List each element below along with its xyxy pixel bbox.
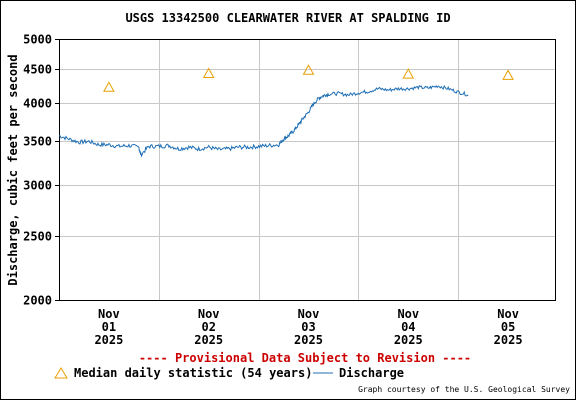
x-tick-label: Nov <box>397 307 419 321</box>
y-tick-label: 4000 <box>23 97 52 111</box>
median-point <box>103 81 115 92</box>
credit-text: Graph courtesy of the U.S. Geological Su… <box>358 385 570 394</box>
y-tick-label: 3500 <box>23 135 52 149</box>
legend-discharge-label: Discharge <box>339 366 405 380</box>
y-tick-label: 2000 <box>23 294 52 308</box>
median-point <box>402 68 415 79</box>
x-tick-label: 05 <box>501 320 515 334</box>
x-tick-label: Nov <box>98 307 120 321</box>
x-tick-label: 03 <box>301 320 315 334</box>
median-point <box>202 67 215 78</box>
x-tick-label: 2025 <box>294 333 323 347</box>
x-tick-label: Nov <box>497 307 519 321</box>
series-layer <box>59 64 514 158</box>
x-tick-label: Nov <box>298 307 320 321</box>
y-tick-label: 3000 <box>23 179 52 193</box>
legend-median: Median daily statistic (54 years) <box>54 366 312 380</box>
plot-area-border <box>59 39 556 301</box>
grid-lines <box>55 39 555 301</box>
legend-discharge: Discharge <box>313 366 404 380</box>
legend-median-label: Median daily statistic (54 years) <box>74 366 313 380</box>
x-tick-label: Nov <box>198 307 220 321</box>
x-tick-labels: Nov012025Nov022025Nov032025Nov042025Nov0… <box>94 307 522 347</box>
median-point <box>502 69 514 80</box>
y-tick-label: 2500 <box>23 230 52 244</box>
x-tick-label: 01 <box>102 320 116 334</box>
x-tick-label: 2025 <box>494 333 523 347</box>
x-tick-label: 2025 <box>194 333 223 347</box>
y-tick-label: 5000 <box>23 33 52 47</box>
y-tick-labels: 2000 2500 3000 3500 4000 4500 5000 <box>23 33 52 308</box>
x-tick-label: 2025 <box>394 333 423 347</box>
median-point <box>302 64 315 75</box>
x-tick-label: 02 <box>201 320 215 334</box>
y-tick-label: 4500 <box>23 63 52 77</box>
discharge-line-icon <box>313 372 333 374</box>
x-tick-label: 2025 <box>94 333 123 347</box>
median-triangle-icon <box>54 367 68 379</box>
provisional-notice: ---- Provisional Data Subject to Revisio… <box>138 351 472 365</box>
x-tick-label: 04 <box>401 320 415 334</box>
chart-title: USGS 13342500 CLEARWATER RIVER AT SPALDI… <box>125 11 451 25</box>
discharge-line <box>59 84 469 158</box>
